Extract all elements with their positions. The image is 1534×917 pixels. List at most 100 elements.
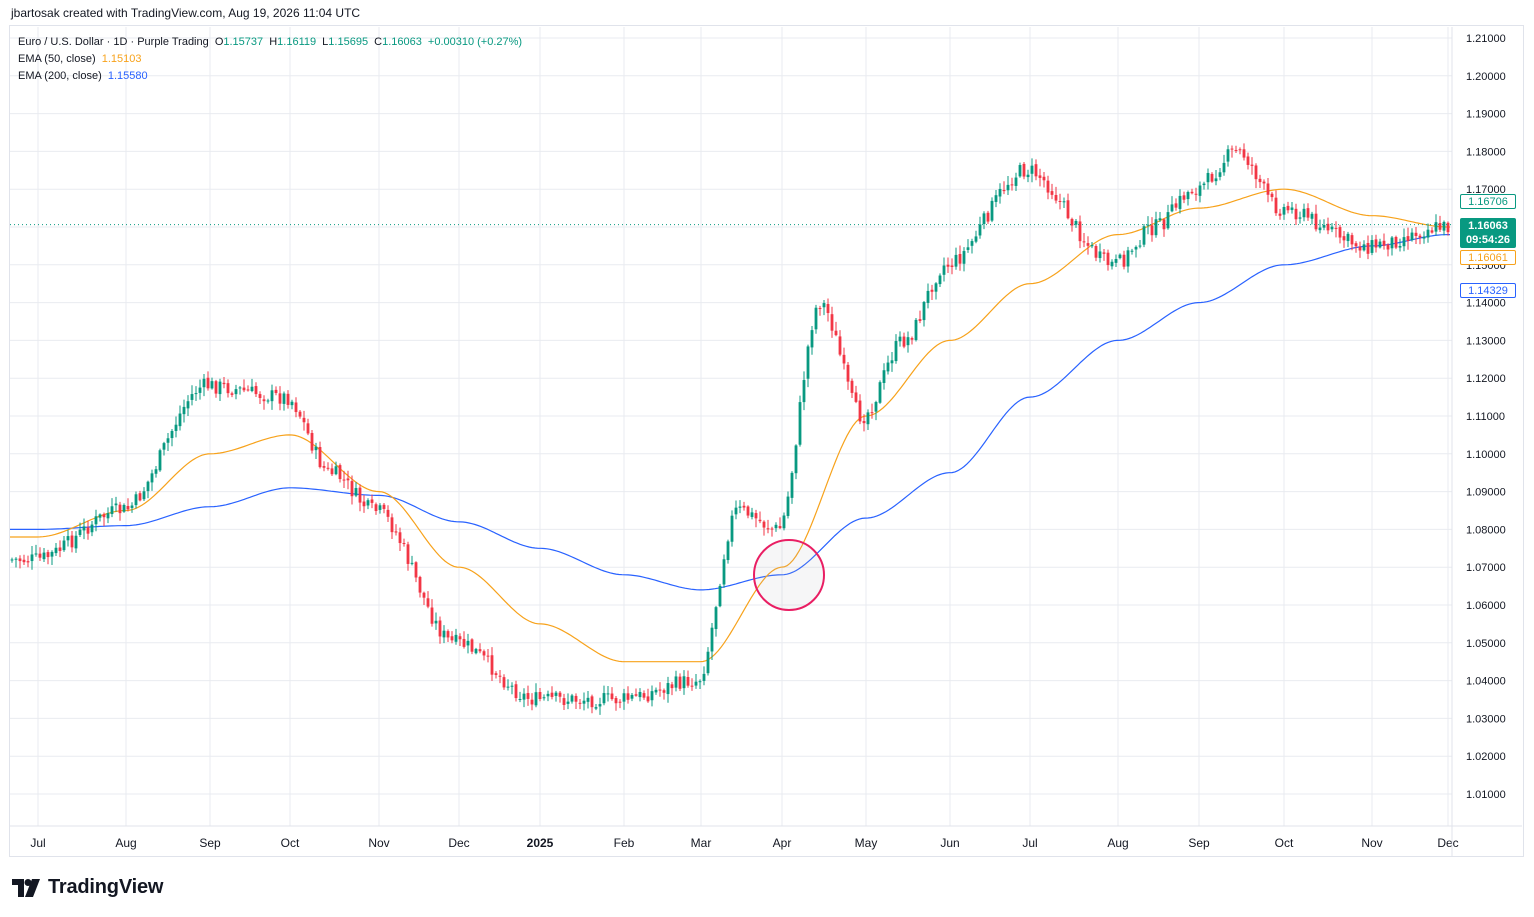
candle-body <box>122 504 126 512</box>
y-tick-label: 1.13000 <box>1466 335 1506 347</box>
candle-body <box>1398 245 1402 248</box>
x-tick-label: Aug <box>115 836 136 850</box>
candle-body <box>54 547 58 554</box>
candle-body <box>462 638 466 647</box>
candle-body <box>1066 200 1070 219</box>
candle-body <box>194 393 198 395</box>
y-tick-label: 1.06000 <box>1466 600 1506 612</box>
candle-body <box>598 704 602 707</box>
candle-body <box>522 693 526 700</box>
candle-body <box>126 505 130 510</box>
candle-body <box>610 693 614 700</box>
candle-body <box>494 673 498 675</box>
candle-body <box>1026 174 1030 178</box>
candle-body <box>1358 246 1362 251</box>
tradingview-logo-icon <box>12 878 40 897</box>
legend: Euro / U.S. Dollar · 1D · Purple Trading… <box>18 34 525 85</box>
x-tick-label: Apr <box>773 836 792 850</box>
candle-body <box>470 639 474 652</box>
candle-body <box>290 401 294 406</box>
candle-body <box>490 655 494 675</box>
candle-body <box>98 514 102 518</box>
candle-body <box>706 651 710 674</box>
candle-body <box>1090 245 1094 247</box>
candle-body <box>1210 173 1214 182</box>
candle-body <box>882 370 886 384</box>
y-tick-label: 1.09000 <box>1466 487 1506 499</box>
candle-body <box>138 493 142 501</box>
candle-body <box>1306 208 1310 218</box>
candle-body <box>1382 240 1386 246</box>
x-tick-label: Jul <box>30 836 45 850</box>
candle-body <box>506 686 510 688</box>
candle-body <box>526 693 530 699</box>
candle-body <box>390 517 394 533</box>
candle-body <box>1114 258 1118 263</box>
candle-body <box>950 265 954 267</box>
tradingview-logo-text: TradingView <box>48 876 164 898</box>
candle-body <box>1434 222 1438 232</box>
candle-body <box>146 481 150 492</box>
candle-body <box>770 528 774 530</box>
y-tick-label: 1.03000 <box>1466 713 1506 725</box>
candle-body <box>354 488 358 496</box>
candle-body <box>426 598 430 607</box>
candle-body <box>1374 239 1378 248</box>
candle-body <box>170 430 174 439</box>
y-tick-label: 1.12000 <box>1466 373 1506 385</box>
candle-body <box>278 393 282 404</box>
candle-body <box>1174 203 1178 208</box>
candle-body <box>406 544 410 564</box>
candle-body <box>794 445 798 474</box>
ema-crossover-highlight-circle[interactable] <box>753 539 825 611</box>
candle-body <box>1106 252 1110 266</box>
candle-body <box>378 505 382 510</box>
candle-body <box>886 362 890 372</box>
candle-body <box>826 304 830 314</box>
candle-body <box>1346 233 1350 242</box>
candle-body <box>322 466 326 468</box>
legend-ema50-row: EMA (50, close) 1.15103 <box>18 51 525 68</box>
candle-body <box>318 447 322 468</box>
ema-200-line <box>10 234 1450 591</box>
candle-body <box>934 283 938 292</box>
candle-body <box>1034 164 1038 177</box>
candle-body <box>142 491 146 500</box>
candle-body <box>1138 245 1142 247</box>
legend-close-value: 1.16063 <box>382 36 422 48</box>
candle-body <box>330 468 334 475</box>
last-price-value: 1.16063 <box>1468 220 1508 232</box>
candle-body <box>1126 250 1130 267</box>
candle-body <box>862 421 866 424</box>
chart-frame[interactable] <box>9 25 1524 857</box>
candle-body <box>434 620 438 624</box>
ema-50-path <box>10 188 1450 663</box>
candles <box>10 143 1450 715</box>
candle-body <box>546 693 550 697</box>
candle-body <box>1118 254 1122 259</box>
candle-body <box>1170 204 1174 212</box>
legend-ema50-label: EMA (50, close) <box>18 53 96 65</box>
candle-body <box>1182 195 1186 200</box>
candle-body <box>830 314 834 331</box>
candle-body <box>550 692 554 697</box>
x-tick-label: Oct <box>1275 836 1294 850</box>
x-tick-label: Jul <box>1022 836 1037 850</box>
candle-body <box>86 527 90 534</box>
high-price-badge: 1.16706 <box>1460 194 1516 209</box>
candle-body <box>1446 222 1450 233</box>
tradingview-logo[interactable]: TradingView <box>12 876 163 899</box>
candle-body <box>702 673 706 681</box>
candle-body <box>38 553 42 558</box>
candle-body <box>578 702 582 704</box>
candle-body <box>1414 232 1418 236</box>
candle-body <box>926 290 930 303</box>
candle-body <box>398 532 402 544</box>
candle-body <box>1426 229 1430 238</box>
candle-body <box>10 559 14 561</box>
candle-body <box>554 692 558 696</box>
legend-ema200-row: EMA (200, close) 1.15580 <box>18 68 525 85</box>
candle-body <box>18 558 22 562</box>
candle-body <box>418 576 422 593</box>
